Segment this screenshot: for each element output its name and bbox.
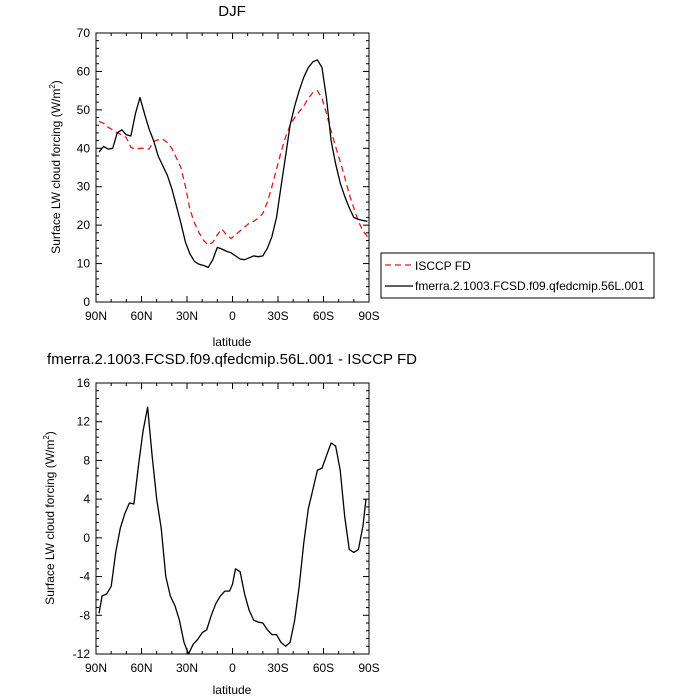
bottom-chart-y-tick-label: 8 — [83, 453, 90, 467]
top-chart-y-tick-labels: 0 10 20 30 40 50 60 70 — [77, 26, 91, 309]
legend-label-model: fmerra.2.1003.FCSD.f09.qfedcmip.56L.001 — [415, 279, 645, 293]
bottom-chart-y-tick-label: 12 — [77, 415, 91, 429]
bottom-chart-x-tick-label: 60N — [130, 661, 152, 675]
bottom-chart-x-tick-label: 90N — [85, 661, 107, 675]
top-chart-y-tick-label: 30 — [77, 180, 91, 194]
bottom-chart-y-axis-label-main: Surface LW cloud forcing (W/m — [43, 440, 57, 605]
top-chart-y-tick-label: 20 — [77, 218, 91, 232]
bottom-chart-x-tick-labels: 90N 60N 30N 0 30S 60S 90S — [85, 661, 380, 675]
top-chart-plot-frame — [95, 32, 370, 303]
bottom-chart-y-tick-label: 0 — [83, 531, 90, 545]
bottom-chart-y-tick-label: -4 — [79, 570, 90, 584]
bottom-chart-y-tick-label: 16 — [77, 376, 91, 390]
top-chart-title: DJF — [218, 3, 246, 20]
top-chart-y-tick-label: 50 — [77, 103, 91, 117]
top-chart-series-line-1 — [98, 59, 368, 269]
top-chart-ticks — [95, 32, 370, 303]
top-chart-x-tick-label: 90S — [358, 309, 379, 323]
bottom-chart-panel: fmerra.2.1003.FCSD.f09.qfedcmip.56L.001 … — [42, 351, 417, 697]
bottom-chart-y-tick-label: -12 — [73, 647, 91, 661]
bottom-chart-series — [98, 406, 367, 655]
top-chart-y-tick-label: 0 — [83, 295, 90, 309]
bottom-chart-x-tick-label: 60S — [313, 661, 334, 675]
top-chart-y-axis-label: Surface LW cloud forcing (W/m2) — [48, 80, 63, 254]
bottom-chart-plot-frame — [95, 382, 370, 655]
bottom-chart-ticks — [95, 382, 370, 655]
top-chart-series — [98, 59, 369, 269]
bottom-chart-y-tick-label: -8 — [79, 608, 90, 622]
top-chart-series-line-0 — [98, 89, 369, 246]
top-chart-y-tick-label: 70 — [77, 26, 91, 40]
legend-label-isccp: ISCCP FD — [415, 259, 471, 273]
bottom-chart-y-axis-label: Surface LW cloud forcing (W/m2) — [42, 431, 57, 605]
top-chart-y-axis-label-sup: 2 — [48, 84, 57, 89]
bottom-chart-series-line-0 — [98, 406, 367, 655]
bottom-chart-x-tick-label: 30S — [267, 661, 288, 675]
bottom-chart-x-tick-label: 30N — [176, 661, 198, 675]
top-chart-x-tick-label: 0 — [229, 309, 236, 323]
top-chart-x-tick-label: 60N — [130, 309, 152, 323]
legend-frame — [380, 252, 655, 299]
bottom-chart-x-axis-label: latitude — [213, 683, 252, 697]
top-chart-x-tick-labels: 90N 60N 30N 0 30S 60S 90S — [85, 309, 380, 323]
bottom-chart-y-tick-labels: -12 -8 -4 0 4 8 12 16 — [73, 376, 91, 661]
top-chart-x-tick-label: 30N — [176, 309, 198, 323]
top-chart-y-axis-label-main: Surface LW cloud forcing (W/m — [49, 89, 63, 254]
top-chart-x-axis-label: latitude — [213, 335, 252, 349]
top-chart-x-tick-label: 60S — [313, 309, 334, 323]
top-chart-y-tick-label: 40 — [77, 141, 91, 155]
top-chart-legend: ISCCP FD fmerra.2.1003.FCSD.f09.qfedcmip… — [380, 252, 655, 299]
bottom-chart-y-tick-label: 4 — [83, 492, 90, 506]
bottom-chart-x-tick-label: 90S — [358, 661, 379, 675]
bottom-chart-title: fmerra.2.1003.FCSD.f09.qfedcmip.56L.001 … — [47, 351, 417, 368]
bottom-chart-y-axis-label-close: ) — [43, 431, 57, 435]
top-chart-x-tick-label: 90N — [85, 309, 107, 323]
top-chart-y-tick-label: 10 — [77, 257, 91, 271]
bottom-chart-y-axis-label-sup: 2 — [42, 435, 51, 440]
top-chart-y-axis-label-close: ) — [49, 80, 63, 84]
top-chart-panel: DJF 90N 60N 30N 0 30S 60S 90S 010203040506070 … — [48, 3, 655, 349]
top-chart-y-tick-label: 60 — [77, 64, 91, 78]
bottom-chart-x-tick-label: 0 — [229, 661, 236, 675]
top-chart-x-tick-label: 30S — [267, 309, 288, 323]
